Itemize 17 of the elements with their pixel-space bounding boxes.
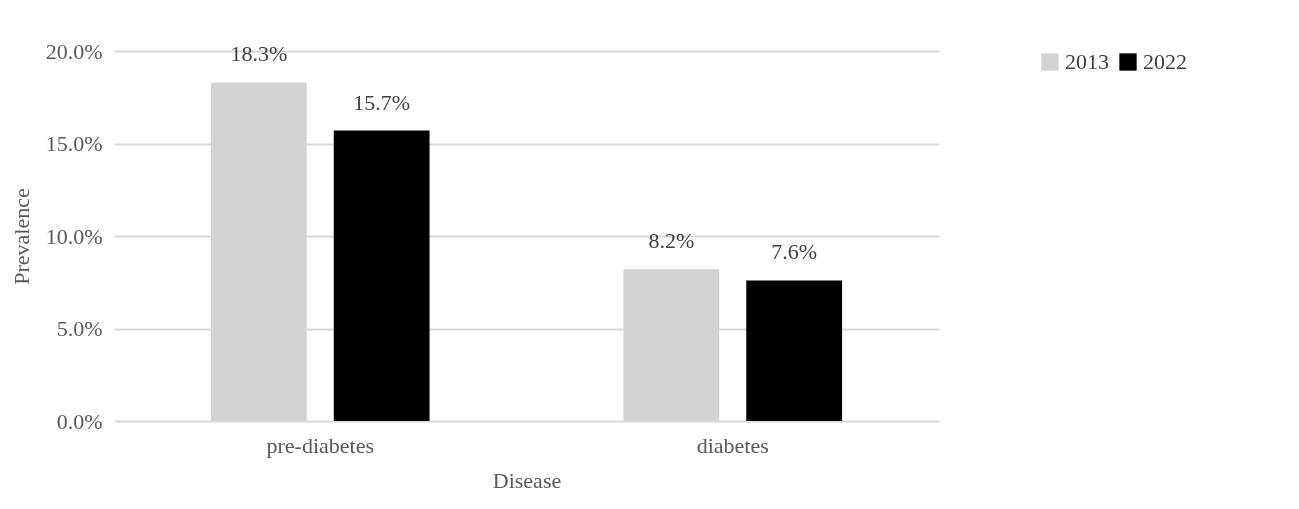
bar	[333, 130, 430, 421]
x-axis-title: Disease	[492, 467, 562, 493]
y-tick-label: 10.0%	[45, 223, 103, 249]
legend-label: 2022	[1143, 49, 1187, 74]
data-label: 15.7%	[353, 89, 411, 115]
legend-label: 2013	[1065, 49, 1109, 74]
data-label: 7.6%	[771, 239, 818, 265]
x-tick-label: pre-diabetes	[266, 432, 374, 458]
x-tick-label: diabetes	[696, 432, 769, 458]
y-tick-label: 15.0%	[45, 131, 103, 156]
y-tick-label: 5.0%	[56, 316, 103, 341]
y-tick-label: 20.0%	[45, 38, 103, 64]
data-label: 18.3%	[230, 41, 288, 67]
data-label: 8.2%	[648, 228, 695, 254]
y-tick-label: 0.0%	[56, 408, 103, 434]
y-axis-title: Prevalence	[8, 188, 34, 285]
bar	[746, 280, 843, 421]
